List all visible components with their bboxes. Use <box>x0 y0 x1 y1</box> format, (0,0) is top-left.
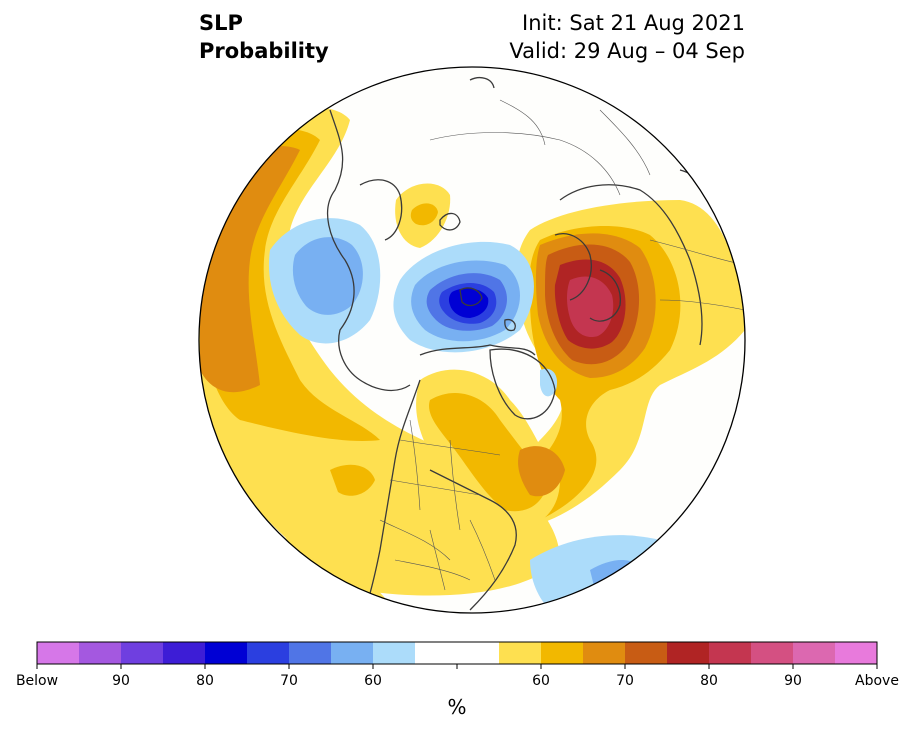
political-borders <box>379 99 745 591</box>
colorbar-tick-label: 80 <box>196 673 214 689</box>
colorbar-cell <box>331 642 374 664</box>
colorbar-tick-label: 60 <box>532 673 550 689</box>
colorbar-cell <box>37 642 80 664</box>
colorbar-ticks <box>36 664 878 669</box>
colorbar-unit: % <box>447 695 467 719</box>
colorbar-cell <box>667 642 710 664</box>
date-info: Init: Sat 21 Aug 2021 Valid: 29 Aug – 04… <box>509 9 745 65</box>
colorbar-cell <box>709 642 752 664</box>
map-title: SLP Probability <box>199 9 329 65</box>
colorbar-cell <box>415 642 458 664</box>
colorbar-tick-label: 90 <box>784 673 802 689</box>
polar-map <box>198 66 746 614</box>
colorbar-cell <box>457 642 500 664</box>
colorbar-tick-label: 70 <box>280 673 298 689</box>
coastlines <box>327 77 721 611</box>
colorbar-cell <box>625 642 668 664</box>
colorbar-cell <box>79 642 122 664</box>
colorbar-cell <box>163 642 206 664</box>
probability-field <box>199 67 745 613</box>
colorbar-tick-label: Above <box>855 673 899 689</box>
colorbar-tick-label: 60 <box>364 673 382 689</box>
colorbar-cell <box>793 642 836 664</box>
init-date: Init: Sat 21 Aug 2021 <box>522 11 745 35</box>
colorbar-cell <box>289 642 332 664</box>
colorbar-cell <box>121 642 164 664</box>
colorbar-cells <box>37 642 878 664</box>
colorbar-cell <box>373 642 416 664</box>
colorbar-cell <box>205 642 248 664</box>
colorbar-cell <box>751 642 794 664</box>
colorbar-cell <box>499 642 542 664</box>
colorbar-cell <box>247 642 290 664</box>
map-boundary <box>198 66 746 614</box>
colorbar-cell <box>583 642 626 664</box>
colorbar-cell <box>541 642 584 664</box>
colorbar-tick-label: 90 <box>112 673 130 689</box>
valid-range: Valid: 29 Aug – 04 Sep <box>509 39 745 63</box>
colorbar-tick-label: 80 <box>700 673 718 689</box>
colorbar-tick-label: 70 <box>616 673 634 689</box>
colorbar-tick-label: Below <box>15 673 59 689</box>
colorbar-cell <box>835 642 878 664</box>
title-line-2: Probability <box>199 39 329 63</box>
title-line-1: SLP <box>199 11 243 35</box>
